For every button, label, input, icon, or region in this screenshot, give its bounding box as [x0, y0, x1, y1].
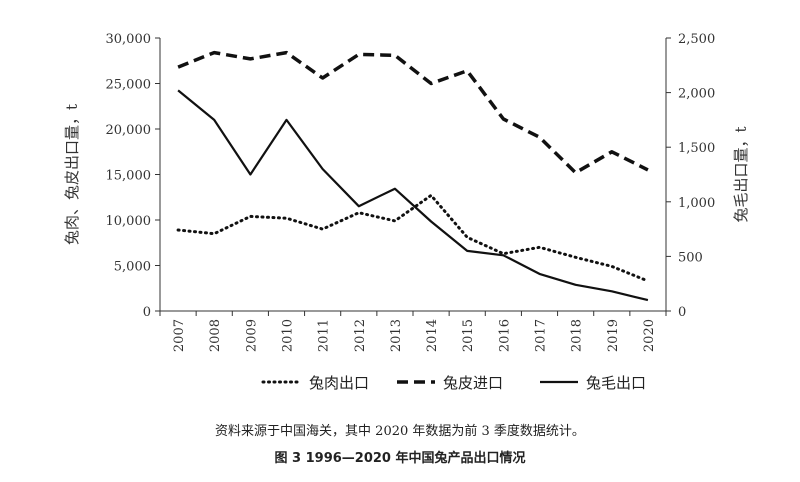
- left-tick-label: 25,000: [106, 78, 152, 93]
- left-tick-label: 20,000: [106, 123, 152, 138]
- x-tick-label: 2019: [606, 319, 621, 352]
- left-tick-label: 15,000: [106, 169, 152, 184]
- x-tick-label: 2011: [317, 319, 332, 352]
- x-tick-label: 2020: [642, 319, 657, 352]
- right-tick-label: 1,000: [678, 196, 715, 211]
- x-tick-label: 2017: [534, 319, 549, 352]
- series-line-3: [177, 89, 649, 302]
- legend-label-2: 兔皮进口: [443, 374, 503, 392]
- right-tick-label: 2,000: [678, 87, 715, 102]
- right-axis-title: 兔毛出口量，t: [732, 126, 750, 222]
- legend-label-3: 兔毛出口: [586, 374, 646, 392]
- x-tick-label: 2018: [570, 319, 585, 352]
- x-tick-label: 2014: [425, 319, 440, 352]
- series-line-2: [177, 50, 649, 175]
- x-tick-label: 2009: [244, 319, 259, 352]
- figure-title: 图 3 1996—2020 年中国兔产品出口情况: [274, 451, 526, 466]
- x-tick-label: 2007: [172, 319, 187, 352]
- axes: 0 5,000 10,000 15,000 20,000 25,000 30,000 0 500…: [63, 32, 750, 352]
- chart-marks: [176, 50, 650, 302]
- chart: 0 5,000 10,000 15,000 20,000 25,000 30,000 0 500…: [63, 32, 750, 392]
- right-tick-label: 1,500: [678, 141, 715, 156]
- x-tick-label: 2016: [497, 319, 512, 352]
- left-tick-label: 10,000: [106, 214, 152, 229]
- left-tick-label: 30,000: [106, 32, 152, 47]
- right-tick-label: 2,500: [678, 32, 715, 47]
- x-tick-label: 2013: [389, 319, 404, 352]
- series-line-1: [176, 193, 650, 283]
- x-tick-label: 2012: [353, 319, 368, 352]
- legend: 兔肉出口 兔皮进口 兔毛出口: [261, 374, 646, 392]
- x-tick-label: 2008: [208, 319, 223, 352]
- right-tick-label: 500: [678, 250, 703, 265]
- left-tick-label: 0: [143, 305, 151, 320]
- left-tick-label: 5,000: [114, 260, 151, 275]
- legend-label-1: 兔肉出口: [309, 374, 369, 392]
- x-tick-label: 2010: [281, 319, 296, 352]
- source-note: 资料来源于中国海关，其中 2020 年数据为前 3 季度数据统计。: [215, 424, 585, 439]
- x-tick-label: 2015: [461, 319, 476, 352]
- left-axis-title: 兔肉、兔皮出口量，t: [63, 104, 81, 245]
- right-tick-label: 0: [678, 305, 686, 320]
